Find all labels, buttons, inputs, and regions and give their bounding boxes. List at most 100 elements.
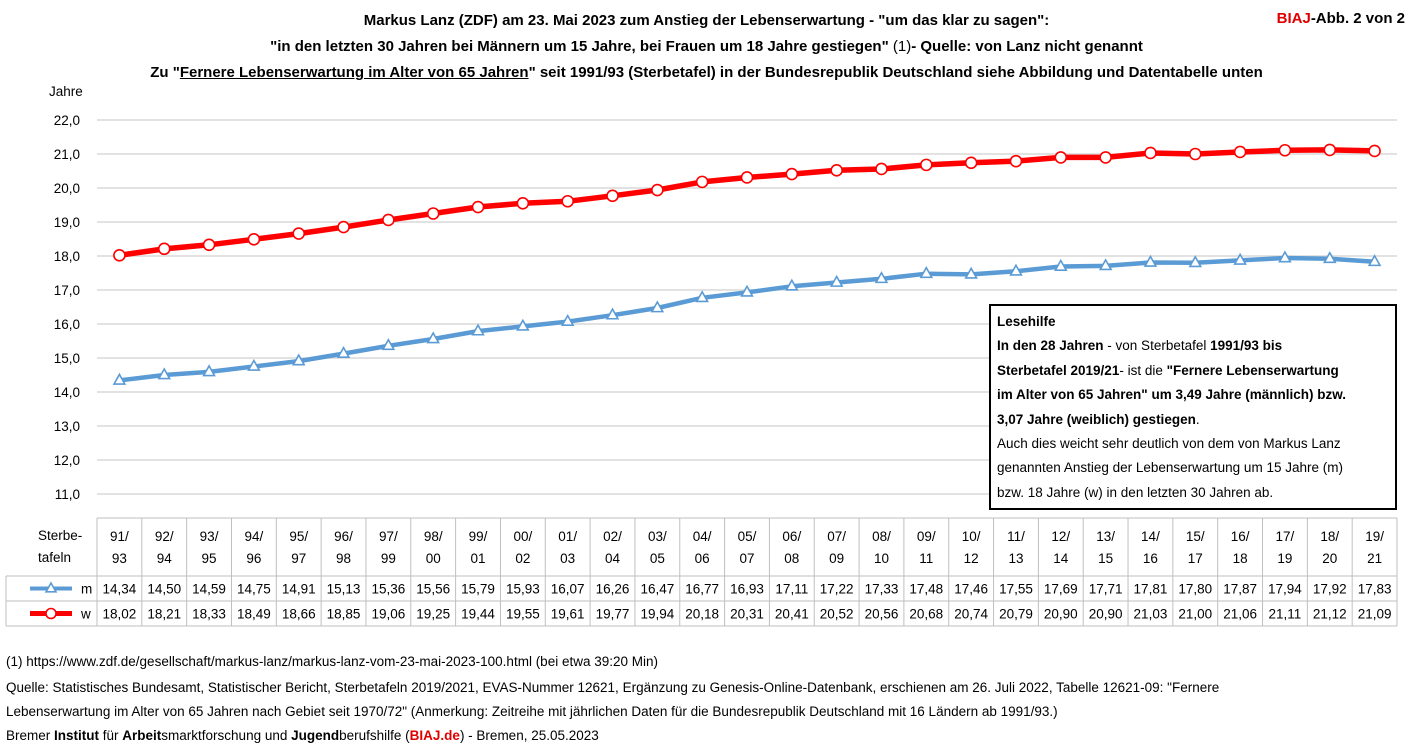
x-category-label: 01/	[558, 529, 577, 544]
data-point-w	[1278, 143, 1292, 157]
reading-help-text: 3,07 Jahre (weiblich) gestiegen	[997, 411, 1196, 427]
x-category-label: 98/	[424, 529, 443, 544]
x-category-label: 04	[605, 551, 621, 566]
y-tick-label: 16,0	[54, 317, 80, 332]
data-point-w	[920, 158, 933, 172]
data-point-m	[291, 353, 306, 366]
x-category-label: 05/	[738, 529, 757, 544]
x-category-label: 95/	[289, 529, 308, 544]
legend-marker-m	[44, 581, 58, 593]
data-point-m	[650, 300, 665, 313]
data-point-m	[1054, 258, 1068, 271]
title-line-3-post: " seit 1991/93 (Sterbetafel) in der Bund…	[528, 64, 1263, 81]
publisher-text: berufshilfe (	[339, 728, 410, 743]
x-category-label: 21	[1367, 551, 1382, 566]
x-category-label: 00	[426, 551, 441, 566]
data-label-w: 20,79	[999, 607, 1033, 622]
x-category-label: 99	[381, 551, 396, 566]
reading-help-text: - von Sterbetafel	[1103, 338, 1211, 354]
data-point-m	[964, 266, 978, 279]
data-label-w: 20,41	[775, 607, 809, 622]
x-category-label: 96/	[334, 529, 353, 544]
data-point-w	[337, 220, 350, 234]
x-category-label: 02/	[603, 529, 622, 544]
data-label-m: 17,80	[1178, 582, 1212, 597]
data-point-m	[785, 278, 799, 291]
data-label-w: 19,25	[416, 607, 450, 622]
publisher-link[interactable]: BIAJ.de	[409, 728, 460, 743]
biaj-logo-text: BIAJ	[1276, 10, 1311, 27]
x-category-label: 07/	[827, 529, 846, 544]
x-category-label: 16/	[1231, 529, 1250, 544]
x-category-label: 04/	[693, 529, 712, 544]
footnote-text: Quelle: Statistisches Bundesamt, Statist…	[6, 680, 1220, 695]
legend-marker-w	[45, 607, 57, 620]
y-tick-label: 22,0	[54, 113, 80, 128]
reading-help-text: Sterbetafel 2019/21	[997, 362, 1120, 378]
x-category-label: 14	[1053, 551, 1069, 566]
x-category-label: 97/	[379, 529, 398, 544]
publisher-text: Institut	[54, 728, 100, 743]
data-label-w: 20,56	[865, 607, 899, 622]
data-label-w: 21,00	[1178, 607, 1212, 622]
x-category-label: 93	[112, 551, 127, 566]
y-tick-label: 15,0	[54, 351, 80, 366]
data-point-m	[1278, 250, 1292, 263]
figure-badge: BIAJ-Abb. 2 von 2	[1277, 10, 1405, 27]
data-point-w	[1144, 146, 1157, 160]
figure-number: -Abb. 2 von 2	[1310, 10, 1405, 27]
reading-help-text: In den 28 Jahren	[997, 338, 1104, 354]
data-label-m: 17,22	[820, 582, 854, 597]
title-line-3-underlined: Fernere Lebenserwartung im Alter von 65 …	[179, 64, 529, 81]
data-point-m	[381, 338, 396, 351]
data-label-m: 15,93	[506, 582, 540, 597]
y-axis-label: Jahre	[49, 84, 83, 99]
data-point-w	[113, 249, 126, 262]
reading-help-text: "Fernere Lebenserwartung	[1166, 362, 1339, 378]
x-category-label: 13/	[1096, 529, 1115, 544]
x-category-label: 12	[964, 551, 979, 566]
x-category-label: 09/	[917, 529, 936, 544]
data-point-m	[202, 364, 216, 377]
footnote-publisher: Bremer Institut für Arbeitsmarktforschun…	[6, 724, 599, 748]
publisher-text: ) - Bremen, 25.05.2023	[459, 728, 599, 743]
x-category-label: 10	[874, 551, 889, 566]
x-category-label: 15	[1098, 551, 1113, 566]
x-category-label: 18	[1233, 551, 1248, 566]
data-label-w: 20,52	[820, 607, 854, 622]
data-label-m: 17,83	[1358, 582, 1392, 597]
data-point-w	[471, 200, 485, 214]
data-point-w	[247, 233, 261, 246]
data-label-m: 16,47	[640, 582, 674, 597]
x-category-label: 10/	[962, 529, 981, 544]
publisher-text: für	[99, 728, 123, 743]
y-tick-label: 14,0	[54, 385, 80, 400]
chart-title-line-2: "in den letzten 30 Jahren bei Männern um…	[0, 36, 1413, 58]
data-point-m	[919, 266, 934, 279]
data-label-w: 19,77	[596, 607, 630, 622]
x-category-label: 00/	[513, 529, 532, 544]
gridlines	[97, 119, 1397, 495]
data-label-m: 16,77	[685, 582, 719, 597]
x-category-label: 17	[1188, 551, 1203, 566]
data-point-m	[874, 271, 889, 284]
footnote-source-1: Quelle: Statistisches Bundesamt, Statist…	[6, 676, 1219, 700]
data-label-w: 19,44	[461, 607, 495, 622]
table-header-label: tafeln	[38, 550, 71, 565]
x-category-label: 03	[560, 551, 575, 566]
reading-help-text: genannten Anstieg der Lebenserwartung um…	[997, 460, 1343, 476]
data-label-w: 18,33	[192, 607, 226, 622]
reading-help-heading: Lesehilfe	[997, 314, 1056, 329]
data-label-w: 20,18	[685, 607, 719, 622]
x-category-label: 15/	[1186, 529, 1205, 544]
x-category-label: 06	[695, 551, 710, 566]
data-point-w	[1099, 151, 1112, 164]
data-label-m: 17,71	[1089, 582, 1123, 597]
publisher-text: Jugend	[291, 728, 340, 743]
data-point-w	[606, 189, 619, 203]
y-tick-label: 18,0	[54, 249, 80, 264]
x-category-label: 92/	[155, 529, 174, 544]
data-point-w	[292, 227, 306, 240]
data-point-w	[426, 207, 440, 220]
data-label-w: 18,02	[103, 607, 137, 622]
